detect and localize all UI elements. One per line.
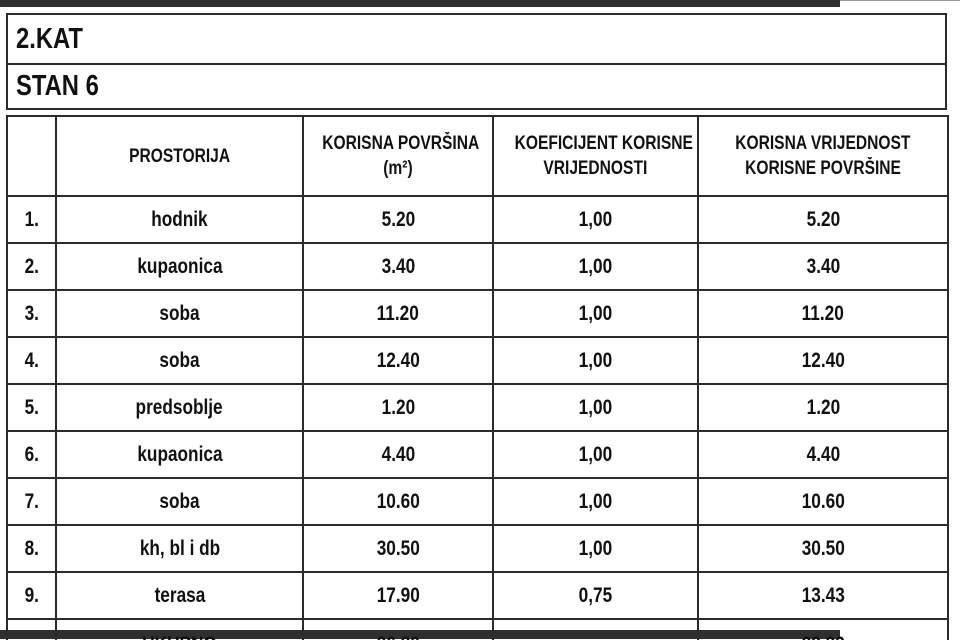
cell-room: predsoblje — [55, 383, 304, 432]
cell-area: 30.50 — [302, 524, 494, 573]
cell-value: 12.40 — [697, 336, 949, 385]
cell-num: 4. — [6, 336, 57, 385]
table-row: 4. soba 12.40 1,00 12.40 — [6, 336, 949, 385]
unit-cell: STAN 6 — [6, 63, 947, 110]
cell-value: 11.20 — [697, 289, 949, 338]
total-area: 96.80 — [302, 618, 494, 640]
cell-num: 8. — [6, 524, 57, 573]
floor-cell: 2.KAT — [6, 13, 947, 65]
table-row: 8. kh, bl i db 30.50 1,00 30.50 — [6, 524, 949, 573]
total-label: UKUPNO — [55, 618, 304, 640]
cell-room: terasa — [55, 571, 304, 620]
cell-coefficient: 1,00 — [492, 195, 699, 244]
header-coef-line2: VRIJEDNOSTI — [543, 158, 648, 179]
table-row: 1. hodnik 5.20 1,00 5.20 — [6, 195, 949, 244]
cell-coefficient: 1,00 — [492, 524, 699, 573]
cell-coefficient: 1,00 — [492, 336, 699, 385]
header-area: KORISNA POVRŠINA (m²) — [302, 115, 494, 197]
table-row: 6. kupaonica 4.40 1,00 4.40 — [6, 430, 949, 479]
total-num — [6, 618, 57, 640]
cell-room: kupaonica — [55, 242, 304, 291]
cell-num: 7. — [6, 477, 57, 526]
cell-num: 9. — [6, 571, 57, 620]
header-room: PROSTORIJA — [55, 115, 304, 197]
total-value: 92.33 — [697, 618, 949, 640]
cell-room: kh, bl i db — [55, 524, 304, 573]
floor-row: 2.KAT — [6, 13, 947, 65]
cell-room: kupaonica — [55, 430, 304, 479]
cell-value: 13.43 — [697, 571, 949, 620]
unit-row: STAN 6 — [6, 63, 947, 110]
unit-label: STAN 6 — [16, 70, 99, 102]
cell-area: 4.40 — [302, 430, 494, 479]
total-row: UKUPNO 96.80 92.33 — [6, 618, 949, 640]
header-coef-line1: KOEFICIJENT KORISNE — [514, 133, 693, 154]
cell-coefficient: 0,75 — [492, 571, 699, 620]
table-row: 3. soba 11.20 1,00 11.20 — [6, 289, 949, 338]
cell-num: 1. — [6, 195, 57, 244]
cell-area: 3.40 — [302, 242, 494, 291]
header-row: PROSTORIJA KORISNA POVRŠINA (m²) KOEFICI… — [6, 115, 949, 197]
scan-artifact-bar-top — [0, 0, 840, 7]
cell-value: 10.60 — [697, 477, 949, 526]
cell-num: 5. — [6, 383, 57, 432]
total-coefficient — [492, 618, 699, 640]
floor-unit-table: 2.KAT STAN 6 — [6, 13, 947, 110]
cell-room: soba — [55, 336, 304, 385]
header-area-line1: KORISNA POVRŠINA — [322, 133, 480, 154]
header-area-line2: (m²) — [383, 158, 413, 179]
cell-coefficient: 1,00 — [492, 383, 699, 432]
header-room-label: PROSTORIJA — [128, 145, 231, 167]
cell-coefficient: 1,00 — [492, 242, 699, 291]
cell-room: soba — [55, 477, 304, 526]
area-table: PROSTORIJA KORISNA POVRŠINA (m²) KOEFICI… — [6, 115, 949, 640]
header-coefficient: KOEFICIJENT KORISNE VRIJEDNOSTI — [492, 115, 699, 197]
cell-value: 3.40 — [697, 242, 949, 291]
cell-value: 30.50 — [697, 524, 949, 573]
cell-num: 6. — [6, 430, 57, 479]
cell-room: hodnik — [55, 195, 304, 244]
table-row: 5. predsoblje 1.20 1,00 1.20 — [6, 383, 949, 432]
table-row: 2. kupaonica 3.40 1,00 3.40 — [6, 242, 949, 291]
table-row: 9. terasa 17.90 0,75 13.43 — [6, 571, 949, 620]
cell-area: 10.60 — [302, 477, 494, 526]
cell-num: 2. — [6, 242, 57, 291]
cell-coefficient: 1,00 — [492, 477, 699, 526]
header-value-line1: KORISNA VRIJEDNOST — [735, 133, 911, 154]
cell-value: 1.20 — [697, 383, 949, 432]
cell-area: 5.20 — [302, 195, 494, 244]
table-row: 7. soba 10.60 1,00 10.60 — [6, 477, 949, 526]
cell-area: 11.20 — [302, 289, 494, 338]
header-num — [6, 115, 57, 197]
cell-area: 1.20 — [302, 383, 494, 432]
header-value: KORISNA VRIJEDNOST KORISNE POVRŠINE — [697, 115, 949, 197]
cell-num: 3. — [6, 289, 57, 338]
header-value-line2: KORISNE POVRŠINE — [745, 158, 901, 179]
floor-label: 2.KAT — [16, 22, 83, 55]
cell-area: 17.90 — [302, 571, 494, 620]
cell-room: soba — [55, 289, 304, 338]
cell-coefficient: 1,00 — [492, 289, 699, 338]
cell-coefficient: 1,00 — [492, 430, 699, 479]
cell-area: 12.40 — [302, 336, 494, 385]
cell-value: 5.20 — [697, 195, 949, 244]
cell-value: 4.40 — [697, 430, 949, 479]
